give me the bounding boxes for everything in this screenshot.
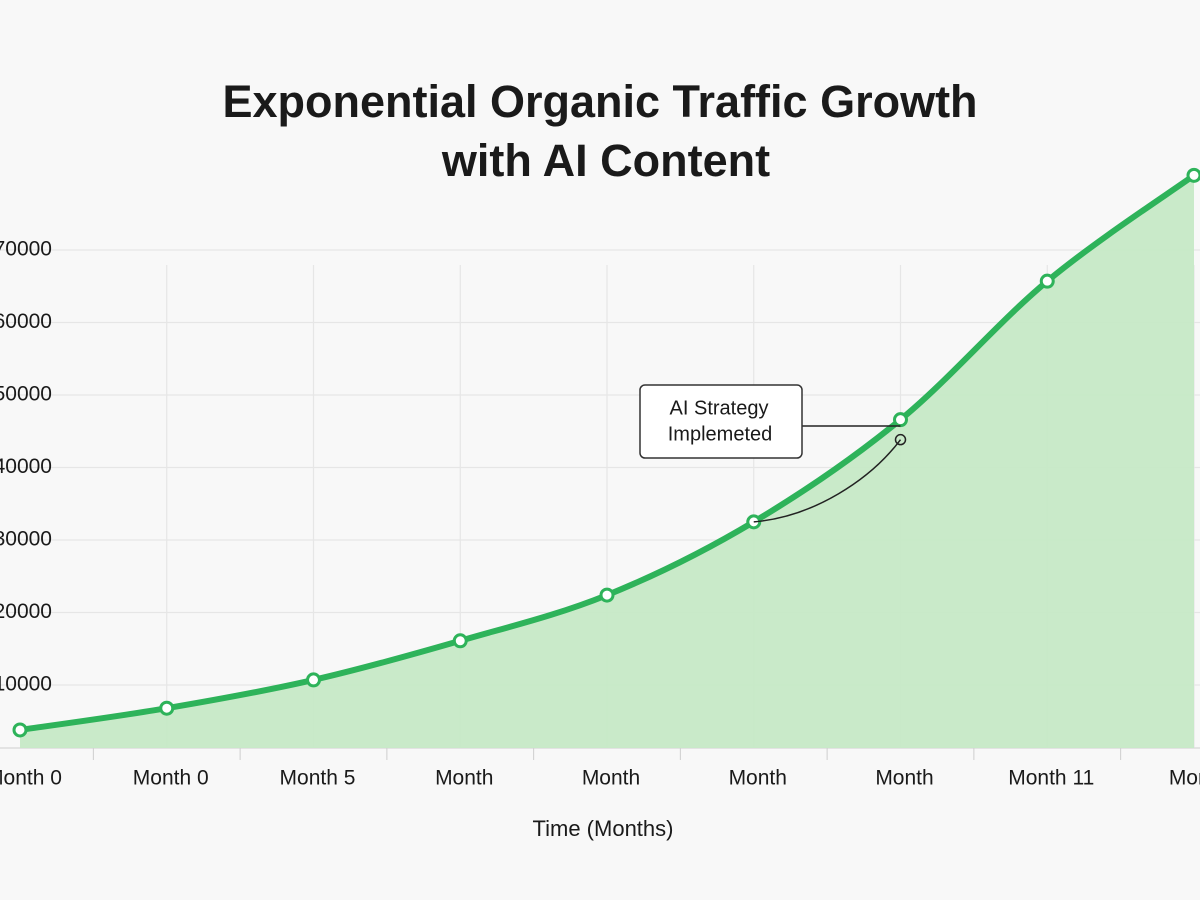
x-tick-label: Month	[875, 767, 933, 790]
point	[1039, 273, 1055, 289]
y-tick-label: 60000	[0, 310, 52, 333]
annotation-text: Implemeted	[668, 423, 773, 445]
x-tick-label: Month 0	[0, 767, 62, 790]
y-tick-label: 50000	[0, 383, 52, 406]
point	[12, 722, 28, 738]
point	[159, 700, 175, 716]
x-tick-label: Month 5	[280, 767, 356, 790]
annotation-dot	[894, 433, 907, 446]
x-tick-label: Month 0	[133, 767, 209, 790]
point	[452, 633, 468, 649]
x-tick-label: Month	[729, 767, 787, 790]
point	[599, 587, 615, 603]
y-tick-label: 20000	[0, 600, 52, 623]
x-tick-label: Month	[582, 767, 640, 790]
annotation-arrow	[753, 439, 902, 523]
x-tick-label: Month	[435, 767, 493, 790]
point	[893, 412, 908, 428]
chart-title: Exponential Organic Traffic Growth	[222, 76, 977, 127]
chart-title: with AI Content	[441, 135, 770, 186]
point	[1186, 167, 1200, 183]
line	[19, 172, 1196, 733]
y-tick-label: 10000	[0, 673, 52, 696]
y-tick-label: 40000	[0, 455, 52, 478]
area	[20, 175, 1194, 748]
x-tick-label: Month 11	[1008, 767, 1094, 790]
y-tick-label: 70000	[0, 238, 52, 261]
annotation-box	[639, 384, 803, 459]
y-tick-label: 30000	[0, 528, 52, 551]
x-tick-label: Month	[1169, 767, 1200, 790]
point	[306, 672, 321, 688]
annotation-text: AI Strategy	[670, 397, 769, 419]
x-axis-label: Time (Months)	[533, 816, 674, 841]
